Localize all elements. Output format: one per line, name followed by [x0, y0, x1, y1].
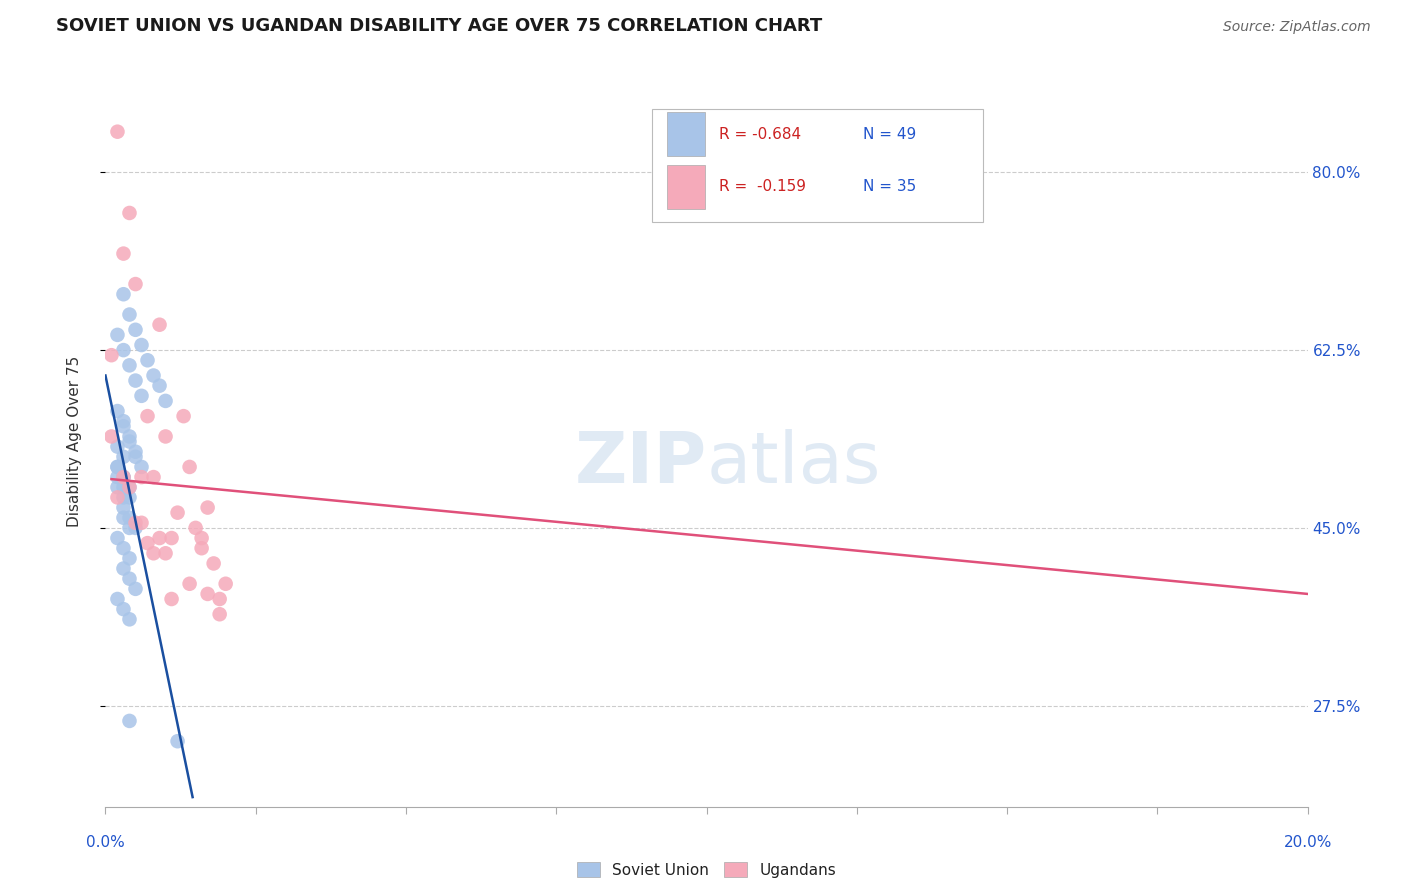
FancyBboxPatch shape	[666, 112, 706, 156]
Point	[112, 500, 135, 515]
Text: R =  -0.159: R = -0.159	[718, 179, 806, 194]
Point	[214, 576, 236, 591]
Point	[124, 582, 146, 596]
Point	[131, 470, 153, 484]
Point	[179, 576, 201, 591]
Text: N = 49: N = 49	[863, 127, 917, 142]
Point	[118, 480, 141, 494]
Text: R = -0.684: R = -0.684	[718, 127, 800, 142]
Text: 0.0%: 0.0%	[86, 836, 125, 850]
Point	[131, 338, 153, 352]
Point	[124, 277, 146, 291]
Point	[112, 470, 135, 484]
Point	[148, 378, 170, 392]
Point	[107, 440, 129, 454]
Point	[112, 419, 135, 434]
Point	[142, 470, 165, 484]
Point	[107, 327, 129, 342]
Point	[155, 393, 177, 408]
Point	[136, 409, 159, 424]
Point	[118, 714, 141, 728]
Point	[208, 607, 231, 622]
Point	[112, 602, 135, 616]
Point	[107, 459, 129, 474]
Point	[112, 470, 135, 484]
Point	[118, 491, 141, 505]
Point	[118, 434, 141, 449]
Point	[112, 246, 135, 260]
Point	[124, 516, 146, 530]
Text: atlas: atlas	[707, 429, 882, 498]
Point	[112, 541, 135, 556]
Point	[142, 546, 165, 560]
Point	[124, 374, 146, 388]
Point	[208, 592, 231, 607]
Legend: Soviet Union, Ugandans: Soviet Union, Ugandans	[571, 855, 842, 884]
Point	[136, 536, 159, 550]
Point	[148, 318, 170, 332]
Point	[160, 592, 183, 607]
Point	[112, 450, 135, 464]
Point	[112, 343, 135, 358]
Point	[160, 531, 183, 545]
Point	[118, 429, 141, 443]
Point	[124, 323, 146, 337]
Point	[148, 531, 170, 545]
Point	[107, 592, 129, 607]
Point	[107, 480, 129, 494]
Point	[124, 521, 146, 535]
Point	[112, 510, 135, 524]
Point	[190, 531, 212, 545]
Point	[173, 409, 195, 424]
Point	[100, 348, 122, 362]
Point	[124, 444, 146, 458]
Point	[136, 353, 159, 368]
Point	[184, 521, 207, 535]
Point	[166, 506, 188, 520]
Y-axis label: Disability Age Over 75: Disability Age Over 75	[67, 356, 82, 527]
Text: Source: ZipAtlas.com: Source: ZipAtlas.com	[1223, 21, 1371, 34]
Text: SOVIET UNION VS UGANDAN DISABILITY AGE OVER 75 CORRELATION CHART: SOVIET UNION VS UGANDAN DISABILITY AGE O…	[56, 17, 823, 35]
Point	[107, 404, 129, 418]
Point	[118, 572, 141, 586]
Point	[131, 389, 153, 403]
Point	[118, 308, 141, 322]
Point	[155, 429, 177, 443]
Point	[118, 612, 141, 626]
Point	[131, 516, 153, 530]
Point	[112, 561, 135, 575]
FancyBboxPatch shape	[666, 165, 706, 209]
Point	[131, 459, 153, 474]
Point	[107, 470, 129, 484]
Point	[112, 414, 135, 428]
Point	[118, 359, 141, 373]
Point	[118, 480, 141, 494]
Point	[190, 541, 212, 556]
Point	[197, 587, 219, 601]
Point	[118, 206, 141, 220]
Point	[112, 470, 135, 484]
Point	[107, 491, 129, 505]
Point	[124, 450, 146, 464]
Point	[107, 459, 129, 474]
Point	[112, 287, 135, 301]
Point	[166, 734, 188, 748]
Point	[118, 510, 141, 524]
Point	[202, 557, 225, 571]
Point	[155, 546, 177, 560]
Point	[112, 480, 135, 494]
Point	[142, 368, 165, 383]
Point	[118, 551, 141, 566]
Point	[118, 521, 141, 535]
Point	[100, 429, 122, 443]
Point	[197, 500, 219, 515]
Text: 20.0%: 20.0%	[1284, 836, 1331, 850]
Point	[107, 125, 129, 139]
Point	[112, 491, 135, 505]
Point	[107, 531, 129, 545]
FancyBboxPatch shape	[652, 109, 983, 222]
Point	[179, 459, 201, 474]
Text: ZIP: ZIP	[574, 429, 707, 498]
Text: N = 35: N = 35	[863, 179, 917, 194]
